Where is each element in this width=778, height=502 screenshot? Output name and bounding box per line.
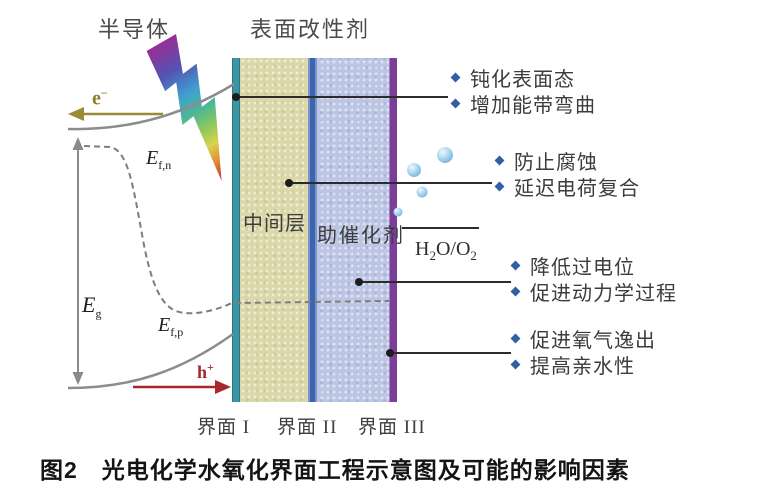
bullet-diamond-icon	[494, 155, 505, 165]
efn-symbol: E	[146, 147, 159, 169]
hole-charge: +	[207, 360, 214, 374]
efp-symbol: E	[158, 314, 171, 336]
hole-flow-arrow-icon	[133, 380, 231, 394]
annotation-text: 增加能带弯曲	[470, 94, 596, 117]
annotation-item: 钝化表面态	[450, 64, 596, 91]
redox-h-sub: 2	[429, 248, 436, 263]
annotation-group-interface1: 钝化表面态 增加能带弯曲	[450, 64, 596, 117]
annotation-item: 降低过电位	[510, 252, 677, 279]
bullet-diamond-icon	[450, 98, 461, 108]
efp-subscript: f,p	[170, 325, 184, 339]
electron-flow-arrow-icon	[68, 107, 163, 121]
electron-charge: −	[100, 86, 108, 100]
surface-modifier-label: 表面改性剂	[250, 17, 371, 42]
annotation-text: 钝化表面态	[470, 68, 575, 91]
bandgap-double-arrow	[72, 137, 84, 385]
annotation-text: 提高亲水性	[530, 355, 635, 378]
bullet-diamond-icon	[510, 333, 521, 343]
interface-3-label: 界面 III	[358, 417, 426, 438]
redox-o: O/O	[435, 238, 471, 260]
bullet-diamond-icon	[510, 260, 521, 270]
eg-symbol: E	[82, 292, 96, 317]
hole-symbol: h	[197, 362, 208, 382]
figure-caption: 图2 光电化学水氧化界面工程示意图及可能的影响因素	[40, 457, 630, 483]
h2o-o2-label: H2O/O2	[415, 238, 477, 264]
annotation-item: 促进氧气逸出	[510, 325, 656, 352]
annotation-text: 防止腐蚀	[514, 151, 598, 174]
annotation-item: 增加能带弯曲	[450, 90, 596, 117]
bullet-diamond-icon	[510, 286, 521, 296]
annotation-item: 促进动力学过程	[510, 278, 677, 305]
electron-label: e−	[92, 86, 108, 111]
annotation-text: 延迟电荷复合	[514, 177, 640, 200]
electron-symbol: e	[92, 87, 101, 110]
annotation-item: 防止腐蚀	[494, 147, 640, 174]
eg-subscript: g	[95, 306, 102, 321]
interface-1-stripe	[232, 58, 240, 402]
annotation-group-intermediate: 防止腐蚀 延迟电荷复合	[494, 147, 640, 200]
efp-label: Ef,p	[158, 314, 183, 340]
oxygen-bubble-icon	[437, 147, 453, 163]
interface-2-label: 界面 II	[277, 417, 338, 438]
annotation-text: 降低过电位	[530, 256, 635, 279]
annotation-group-interface3: 促进氧气逸出 提高亲水性	[510, 325, 656, 378]
interface-3-stripe	[389, 58, 397, 402]
efn-label: Ef,n	[146, 147, 171, 173]
bullet-diamond-icon	[494, 181, 505, 191]
semiconductor-label: 半导体	[98, 17, 171, 42]
cocatalyst-label: 助催化剂	[317, 225, 405, 247]
oxygen-bubble-icon	[407, 163, 421, 177]
bullet-diamond-icon	[450, 72, 461, 82]
intermediate-layer-label: 中间层	[243, 213, 306, 235]
interface-1-label: 界面 I	[197, 417, 251, 438]
redox-h: H	[415, 238, 430, 260]
efn-subscript: f,n	[158, 158, 172, 172]
eg-label: Eg	[82, 292, 101, 321]
interface-2-stripe	[308, 58, 317, 402]
annotation-group-cocatalyst: 降低过电位 促进动力学过程	[510, 252, 677, 305]
bullet-diamond-icon	[510, 359, 521, 369]
hole-label: h+	[197, 360, 214, 383]
annotation-text: 促进动力学过程	[530, 282, 677, 305]
connector-interface3	[386, 349, 511, 357]
annotation-item: 提高亲水性	[510, 351, 656, 378]
oxygen-bubbles	[393, 147, 453, 217]
annotation-text: 促进氧气逸出	[530, 329, 656, 352]
oxygen-bubble-icon	[416, 186, 428, 198]
annotation-item: 延迟电荷复合	[494, 173, 640, 200]
redox-o-sub: 2	[470, 248, 477, 263]
